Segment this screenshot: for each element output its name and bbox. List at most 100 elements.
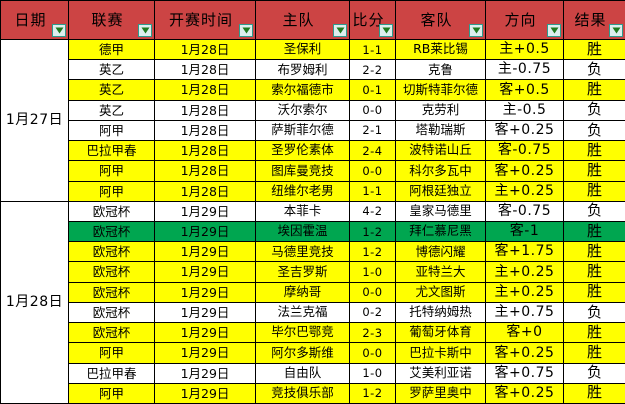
table-row[interactable]: 欧冠杯 1月29日 埃因霍温 1-2 拜仁慕尼黑 客-1 胜 [1, 220, 625, 243]
result-badge: 胜 [563, 261, 625, 283]
result-badge: 胜 [563, 241, 625, 263]
filter-dropdown-icon[interactable] [379, 24, 393, 37]
score-cell: 0-0 [349, 160, 396, 182]
column-header-date: 日期 [0, 0, 69, 40]
score-cell: 0-0 [349, 99, 396, 121]
league-cell: 阿甲 [68, 119, 155, 142]
table-row[interactable]: 阿甲 1月29日 阿尔多斯维 0-0 巴拉卡斯中 客+0.25 胜 [1, 342, 625, 364]
score-cell: 0-0 [349, 281, 396, 303]
table-row[interactable]: 阿甲 1月28日 萨斯菲尔德 2-1 塔勒瑞斯 客+0.25 负 [1, 119, 625, 142]
home-team-cell: 毕尔巴鄂竞 [255, 322, 350, 344]
column-header-label: 日期 [14, 11, 47, 29]
result-badge: 胜 [563, 322, 625, 344]
column-header-direction: 方向 [485, 0, 564, 40]
score-cell: 2-1 [349, 119, 396, 142]
home-team-cell: 法兰克福 [255, 301, 350, 324]
direction-cell: 客+0.25 [485, 160, 564, 182]
score-cell: 4-2 [349, 200, 396, 222]
filter-dropdown-icon[interactable] [609, 24, 623, 37]
home-team-cell: 马德里竞技 [255, 241, 350, 263]
direction-cell: 主+0.25 [485, 261, 564, 283]
league-cell: 德甲 [68, 38, 155, 61]
home-team-cell: 沃尔索尔 [255, 99, 350, 121]
league-cell: 阿甲 [68, 160, 155, 182]
table-row[interactable]: 欧冠杯 1月29日 毕尔巴鄂竞 2-3 葡萄牙体育 客+0 胜 [1, 322, 625, 344]
table-row[interactable]: 英乙 1月28日 布罗姆利 2-2 克鲁 主-0.75 负 [1, 59, 625, 81]
table-row[interactable]: 巴拉甲春 1月28日 圣罗伦素体 2-4 波特诺山丘 客-0.75 胜 [1, 140, 625, 162]
table-row[interactable]: 阿甲 1月28日 图库曼竞技 0-0 科尔多瓦中 客+0.25 胜 [1, 160, 625, 182]
column-header-label: 主队 [282, 11, 315, 29]
filter-dropdown-icon[interactable] [52, 24, 66, 37]
kickoff-time-cell: 1月28日 [154, 99, 256, 121]
result-badge: 胜 [563, 38, 625, 61]
result-badge: 胜 [563, 160, 625, 182]
kickoff-time-cell: 1月28日 [154, 140, 256, 162]
home-team-cell: 阿尔多斯维 [255, 342, 350, 364]
home-team-cell: 圣罗伦素体 [255, 140, 350, 162]
table-row[interactable]: 欧冠杯 1月29日 法兰克福 0-2 托特纳姆热 主+0.75 负 [1, 301, 625, 324]
direction-cell: 客-0.75 [485, 200, 564, 222]
league-cell: 欧冠杯 [68, 241, 155, 263]
league-cell: 阿甲 [68, 180, 155, 202]
home-team-cell: 萨斯菲尔德 [255, 119, 350, 142]
score-cell: 1-1 [349, 38, 396, 61]
result-badge: 负 [563, 362, 625, 384]
away-team-cell: 巴拉卡斯中 [395, 342, 486, 364]
result-badge: 胜 [563, 281, 625, 303]
league-cell: 阿甲 [68, 342, 155, 364]
league-cell: 巴拉甲春 [68, 140, 155, 162]
home-team-cell: 布罗姆利 [255, 59, 350, 81]
table-row[interactable]: 英乙 1月28日 沃尔索尔 0-0 克劳利 主-0.5 负 [1, 99, 625, 121]
kickoff-time-cell: 1月29日 [154, 200, 256, 222]
kickoff-time-cell: 1月28日 [154, 160, 256, 182]
table-row[interactable]: 欧冠杯 1月29日 圣吉罗斯 1-0 亚特兰大 主+0.25 胜 [1, 261, 625, 283]
direction-cell: 客+0.75 [485, 362, 564, 384]
table-row[interactable]: 英乙 1月28日 索尔福德市 0-1 切斯特菲尔德 客+0.5 胜 [1, 79, 625, 101]
table-row[interactable]: 巴拉甲春 1月29日 自由队 1-0 艾美利亚诺 客+0.75 负 [1, 362, 625, 384]
column-header-label: 结果 [574, 11, 607, 29]
score-cell: 0-0 [349, 342, 396, 364]
filter-dropdown-icon[interactable] [333, 24, 347, 37]
result-badge: 胜 [563, 342, 625, 364]
home-team-cell: 竞技俱乐部 [255, 382, 350, 404]
direction-cell: 主+0.5 [485, 38, 564, 61]
kickoff-time-cell: 1月29日 [154, 261, 256, 283]
filter-dropdown-icon[interactable] [547, 24, 561, 37]
table-row[interactable]: 阿甲 1月28日 纽维尔老男 1-1 阿根廷独立 主+0.25 胜 [1, 180, 625, 202]
league-cell: 欧冠杯 [68, 220, 155, 243]
direction-cell: 客+1.75 [485, 241, 564, 263]
league-cell: 英乙 [68, 99, 155, 121]
table-row[interactable]: 欧冠杯 1月29日 摩纳哥 0-0 尤文图斯 主+0.25 胜 [1, 281, 625, 303]
away-team-cell: 葡萄牙体育 [395, 322, 486, 344]
league-cell: 欧冠杯 [68, 200, 155, 222]
kickoff-time-cell: 1月28日 [154, 180, 256, 202]
league-cell: 欧冠杯 [68, 301, 155, 324]
table-row[interactable]: 阿甲 1月29日 竞技俱乐部 1-2 罗萨里奥中 客+0.25 胜 [1, 382, 625, 404]
away-team-cell: 克鲁 [395, 59, 486, 81]
score-cell: 1-0 [349, 261, 396, 283]
filter-dropdown-icon[interactable] [239, 24, 253, 37]
kickoff-time-cell: 1月29日 [154, 362, 256, 384]
direction-cell: 主-0.5 [485, 99, 564, 121]
column-header-kickoff: 开赛时间 [154, 0, 256, 40]
kickoff-time-cell: 1月28日 [154, 79, 256, 101]
table-row[interactable]: 1月27日 德甲 1月28日 圣保利 1-1 RB莱比锡 主+0.5 胜 [0, 38, 625, 202]
direction-cell: 主+0.25 [485, 180, 564, 202]
table-row[interactable]: 1月28日 欧冠杯 1月29日 本菲卡 4-2 皇家马德里 客-0.75 负 [0, 200, 625, 404]
kickoff-time-cell: 1月29日 [154, 342, 256, 364]
score-cell: 1-2 [349, 241, 396, 263]
away-team-cell: 切斯特菲尔德 [395, 79, 486, 101]
column-header-label: 比分 [352, 11, 385, 29]
league-cell: 英乙 [68, 59, 155, 81]
filter-dropdown-icon[interactable] [469, 24, 483, 37]
league-cell: 阿甲 [68, 382, 155, 404]
table-row[interactable]: 欧冠杯 1月29日 马德里竞技 1-2 博德闪耀 客+1.75 胜 [1, 241, 625, 263]
result-badge: 负 [563, 301, 625, 324]
column-header-league: 联赛 [68, 0, 155, 40]
away-team-cell: 罗萨里奥中 [395, 382, 486, 404]
away-team-cell: 塔勒瑞斯 [395, 119, 486, 142]
home-team-cell: 埃因霍温 [255, 220, 350, 243]
kickoff-time-cell: 1月29日 [154, 281, 256, 303]
filter-dropdown-icon[interactable] [138, 24, 152, 37]
